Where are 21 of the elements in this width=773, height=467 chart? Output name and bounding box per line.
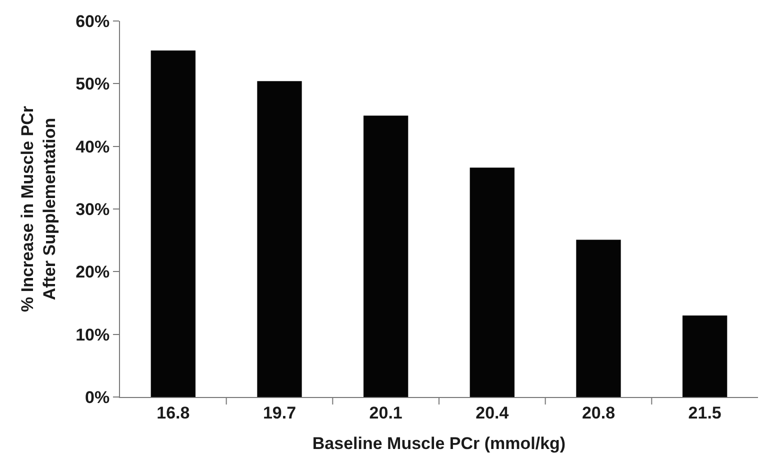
y-tick-label: 60% <box>76 12 110 31</box>
y-tick-label: 40% <box>76 137 110 156</box>
x-tick-label: 20.1 <box>369 403 402 422</box>
bar <box>364 116 408 397</box>
y-tick-label: 0% <box>85 388 110 407</box>
y-tick-label: 20% <box>76 262 110 282</box>
x-axis-title: Baseline Muscle PCr (mmol/kg) <box>312 434 566 453</box>
bar <box>257 81 302 397</box>
y-tick-label: 10% <box>76 325 110 344</box>
x-tick-label: 20.8 <box>582 403 616 422</box>
x-tick-label: 16.8 <box>156 403 190 422</box>
x-tick-label: 21.5 <box>688 403 722 422</box>
y-tick-label: 30% <box>76 200 110 219</box>
y-tick-label: 50% <box>76 74 110 94</box>
bar <box>470 168 514 397</box>
x-tick-label: 20.4 <box>476 403 510 422</box>
bar <box>682 316 728 397</box>
y-axis-title: % Increase in Muscle PCr After Supplementation <box>18 106 60 312</box>
bar <box>150 50 196 397</box>
bar <box>576 240 621 397</box>
x-tick-label: 19.7 <box>262 403 296 422</box>
